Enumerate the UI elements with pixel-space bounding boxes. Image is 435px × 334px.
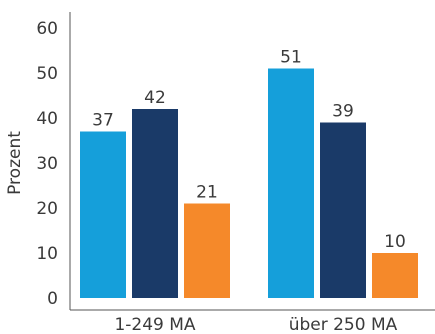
bar — [320, 122, 366, 298]
category-label: 1-249 MA — [114, 315, 195, 334]
bar — [268, 68, 314, 298]
bar — [184, 203, 230, 298]
y-tick-label: 20 — [36, 199, 58, 219]
y-tick-label: 60 — [36, 19, 58, 39]
category-label: über 250 MA — [289, 315, 398, 334]
bar — [80, 131, 126, 298]
y-axis-ticks: 0 10 20 30 40 50 60 — [36, 19, 58, 309]
bar-value-label: 21 — [196, 183, 218, 203]
data-labels: 37 42 21 51 39 10 — [92, 48, 406, 253]
bar-value-label: 37 — [92, 111, 114, 131]
bar — [372, 253, 418, 298]
bars — [80, 68, 418, 298]
bar-value-label: 10 — [384, 232, 406, 252]
y-axis-title: Prozent — [5, 131, 25, 195]
y-tick-label: 0 — [47, 289, 58, 309]
category-labels: 1-249 MA über 250 MA — [114, 315, 397, 334]
y-tick-label: 40 — [36, 109, 58, 129]
y-tick-label: 30 — [36, 154, 58, 174]
bar-value-label: 39 — [332, 102, 354, 122]
bar — [132, 109, 178, 298]
bar-value-label: 42 — [144, 88, 166, 108]
bar-value-label: 51 — [280, 48, 302, 68]
y-tick-label: 50 — [36, 64, 58, 84]
y-tick-label: 10 — [36, 244, 58, 264]
